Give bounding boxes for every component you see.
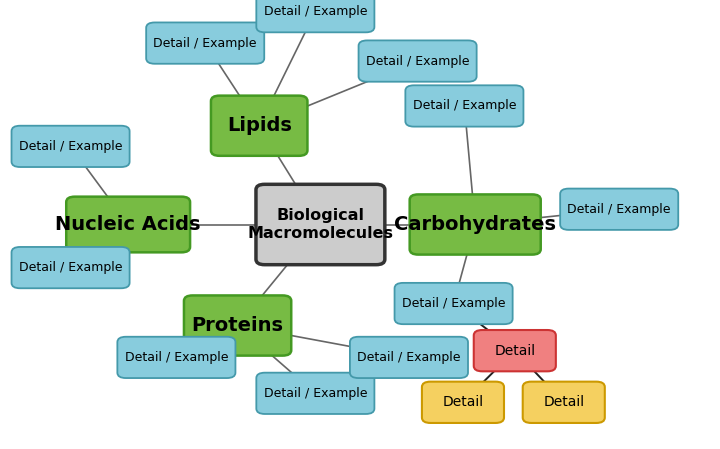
FancyBboxPatch shape bbox=[523, 382, 605, 423]
FancyBboxPatch shape bbox=[117, 337, 235, 378]
Text: Detail / Example: Detail / Example bbox=[402, 297, 505, 310]
Text: Nucleic Acids: Nucleic Acids bbox=[55, 215, 201, 234]
FancyBboxPatch shape bbox=[12, 126, 130, 167]
Text: Detail: Detail bbox=[494, 343, 536, 358]
FancyBboxPatch shape bbox=[405, 85, 523, 127]
Text: Detail / Example: Detail / Example bbox=[357, 351, 461, 364]
Text: Proteins: Proteins bbox=[192, 316, 284, 335]
Text: Detail / Example: Detail / Example bbox=[19, 261, 122, 274]
Text: Detail / Example: Detail / Example bbox=[567, 203, 671, 216]
FancyBboxPatch shape bbox=[256, 185, 384, 265]
Text: Detail / Example: Detail / Example bbox=[366, 55, 469, 67]
FancyBboxPatch shape bbox=[422, 382, 504, 423]
FancyBboxPatch shape bbox=[410, 194, 541, 255]
FancyBboxPatch shape bbox=[66, 197, 190, 252]
Text: Detail / Example: Detail / Example bbox=[153, 37, 257, 49]
FancyBboxPatch shape bbox=[560, 189, 678, 230]
FancyBboxPatch shape bbox=[395, 283, 513, 324]
Text: Carbohydrates: Carbohydrates bbox=[395, 215, 557, 234]
Text: Detail / Example: Detail / Example bbox=[264, 387, 367, 400]
Text: Detail / Example: Detail / Example bbox=[413, 100, 516, 112]
FancyBboxPatch shape bbox=[211, 96, 307, 156]
Text: Lipids: Lipids bbox=[227, 116, 292, 135]
FancyBboxPatch shape bbox=[256, 373, 374, 414]
FancyBboxPatch shape bbox=[184, 295, 291, 356]
FancyBboxPatch shape bbox=[350, 337, 468, 378]
FancyBboxPatch shape bbox=[12, 247, 130, 288]
Text: Biological
Macromolecules: Biological Macromolecules bbox=[248, 208, 393, 241]
FancyBboxPatch shape bbox=[146, 22, 264, 64]
Text: Detail / Example: Detail / Example bbox=[19, 140, 122, 153]
FancyBboxPatch shape bbox=[359, 40, 477, 82]
FancyBboxPatch shape bbox=[474, 330, 556, 371]
Text: Detail / Example: Detail / Example bbox=[264, 5, 367, 18]
FancyBboxPatch shape bbox=[256, 0, 374, 32]
Text: Detail: Detail bbox=[442, 395, 484, 409]
Text: Detail / Example: Detail / Example bbox=[125, 351, 228, 364]
Text: Detail: Detail bbox=[543, 395, 585, 409]
